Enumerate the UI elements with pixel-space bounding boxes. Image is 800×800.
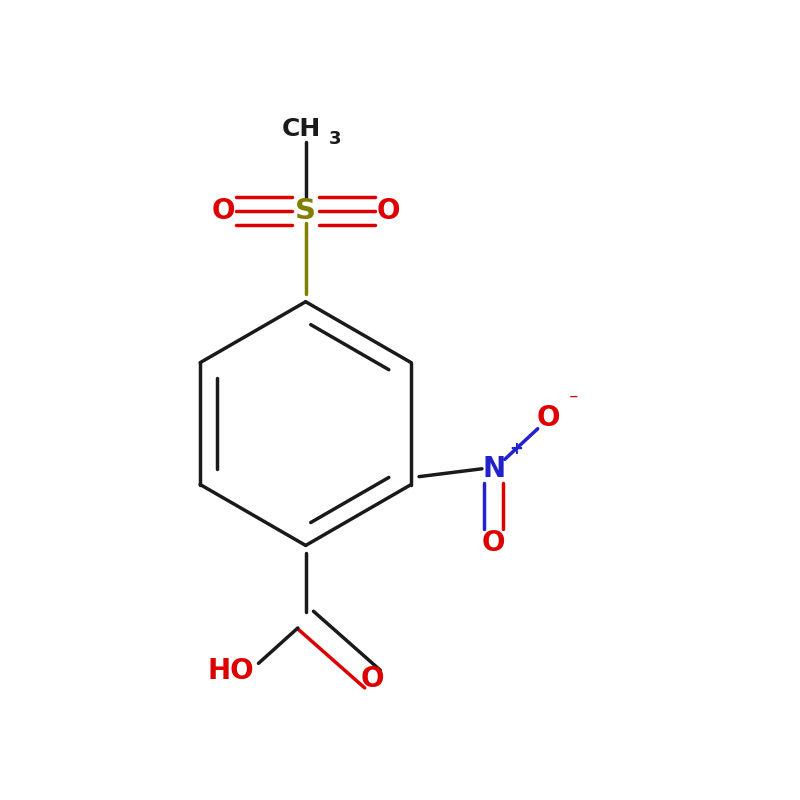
Text: ⁻: ⁻ — [569, 391, 578, 410]
Text: O: O — [537, 404, 561, 432]
Text: O: O — [482, 530, 506, 558]
Text: 3: 3 — [330, 130, 342, 148]
Text: N: N — [482, 454, 506, 482]
Text: HO: HO — [208, 658, 254, 686]
Text: CH: CH — [282, 117, 322, 141]
Text: O: O — [361, 665, 384, 693]
Text: O: O — [211, 198, 235, 226]
Text: O: O — [377, 198, 400, 226]
Text: S: S — [295, 198, 316, 226]
Text: +: + — [509, 440, 522, 458]
